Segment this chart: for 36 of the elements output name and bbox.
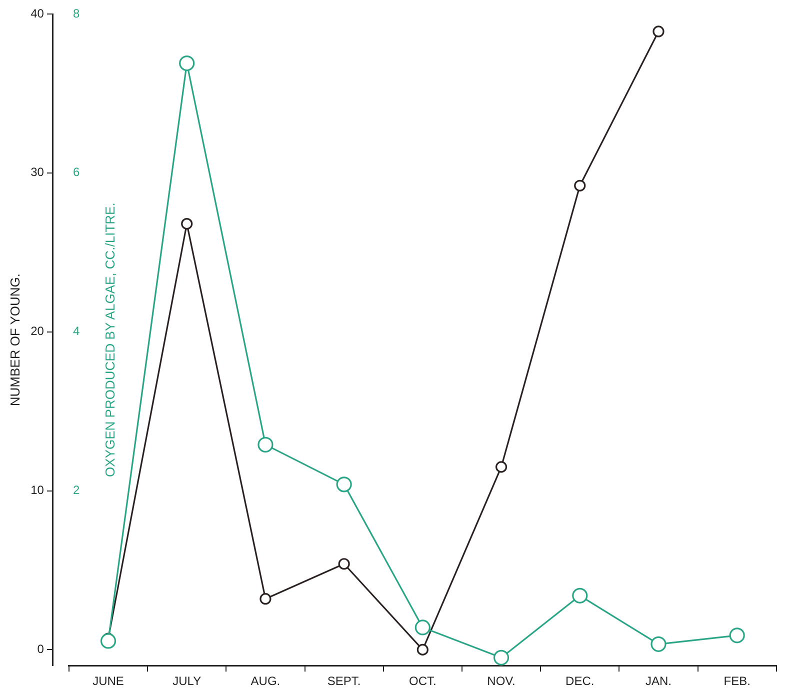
point (729, 628, 745, 644)
point (258, 436, 274, 452)
y-tick-label: 0 (37, 642, 44, 656)
y-tick-label: 20 (30, 324, 44, 338)
x-tick-label: SEPT. (327, 674, 361, 688)
point (414, 620, 430, 636)
point (495, 461, 508, 473)
x-tick-label: JAN. (645, 674, 672, 688)
point (574, 180, 586, 192)
y-tick-label: 40 (30, 6, 44, 20)
y-axis-title: NUMBER OF YOUNG. (7, 273, 22, 406)
point (572, 588, 588, 604)
point (260, 593, 272, 605)
y2-tick-label: 6 (72, 165, 80, 180)
point (650, 636, 666, 652)
point (338, 558, 350, 570)
point (652, 26, 664, 38)
point (181, 218, 193, 230)
y2-axis-title: OXYGEN PRODUCED BY ALGAE, CC./LITRE. (102, 202, 118, 477)
x-tick-label: NOV. (487, 674, 516, 688)
point (336, 476, 352, 492)
point (416, 644, 428, 656)
y2-tick-label: 4 (72, 324, 80, 338)
x-tick-label: JULY (172, 674, 202, 688)
point (179, 55, 195, 72)
x-tick-label: OCT. (409, 674, 436, 688)
x-tick-label: DEC. (566, 674, 594, 688)
x-tick-label: AUG. (250, 674, 280, 688)
x-tick-label: FEB. (724, 674, 750, 688)
y2-tick-label: 8 (72, 6, 80, 20)
y-tick-label: 30 (30, 165, 44, 180)
point (493, 650, 510, 666)
x-tick-label: JUNE (92, 674, 124, 688)
y2-tick-label: 2 (72, 483, 80, 498)
y-tick-label: 10 (30, 483, 44, 498)
point (100, 633, 116, 649)
